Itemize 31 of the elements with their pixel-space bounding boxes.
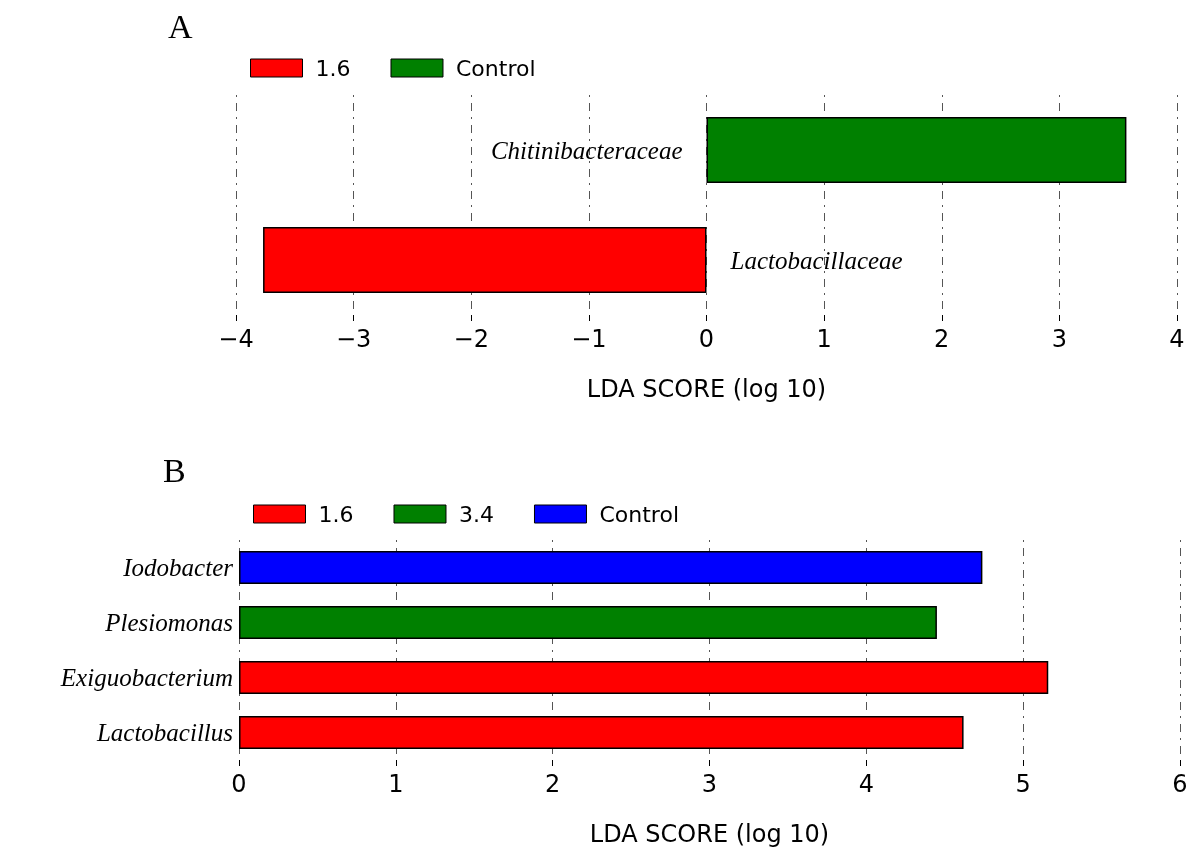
y-tick-label: Chitinibacteraceae: [490, 136, 683, 164]
legend-label: 1.6: [318, 501, 354, 527]
y-tick-label: Exiguobacterium: [59, 664, 233, 691]
x-tick-label: 0: [231, 770, 247, 798]
legend-label: 3.4: [458, 501, 494, 527]
x-tick-label: −1: [571, 325, 607, 353]
x-tick-label: 4: [1169, 325, 1185, 353]
y-tick-label: Iodobacter: [122, 554, 234, 581]
x-tick-label: 6: [1172, 770, 1188, 798]
legend-label: Control: [599, 501, 680, 527]
x-tick-label: −4: [218, 325, 254, 353]
x-tick-label: 5: [1015, 770, 1031, 798]
x-tick-label: 0: [698, 325, 715, 353]
y-tick-label: Lactobacillus: [95, 719, 233, 746]
x-tick-label: 2: [545, 770, 561, 798]
x-tick-label: −3: [335, 325, 372, 353]
y-tick-label: Plesiomonas: [104, 609, 233, 636]
legend-label: 1.6: [315, 55, 351, 81]
x-tick-label: 3: [701, 770, 718, 798]
chart-title: A: [168, 7, 193, 45]
x-tick-label: 1: [388, 770, 404, 798]
x-tick-label: −2: [453, 325, 489, 353]
x-axis-title: LDA SCORE (log 10): [586, 375, 827, 403]
y-tick-label: Lactobacillaceae: [729, 246, 903, 274]
x-tick-label: 1: [816, 325, 832, 353]
x-axis-title: LDA SCORE (log 10): [589, 820, 830, 848]
x-tick-label: 3: [1051, 325, 1068, 353]
legend-label: Control: [455, 55, 536, 81]
chart-title: B: [163, 451, 186, 489]
x-tick-label: 2: [934, 325, 950, 353]
x-tick-label: 4: [858, 770, 874, 798]
